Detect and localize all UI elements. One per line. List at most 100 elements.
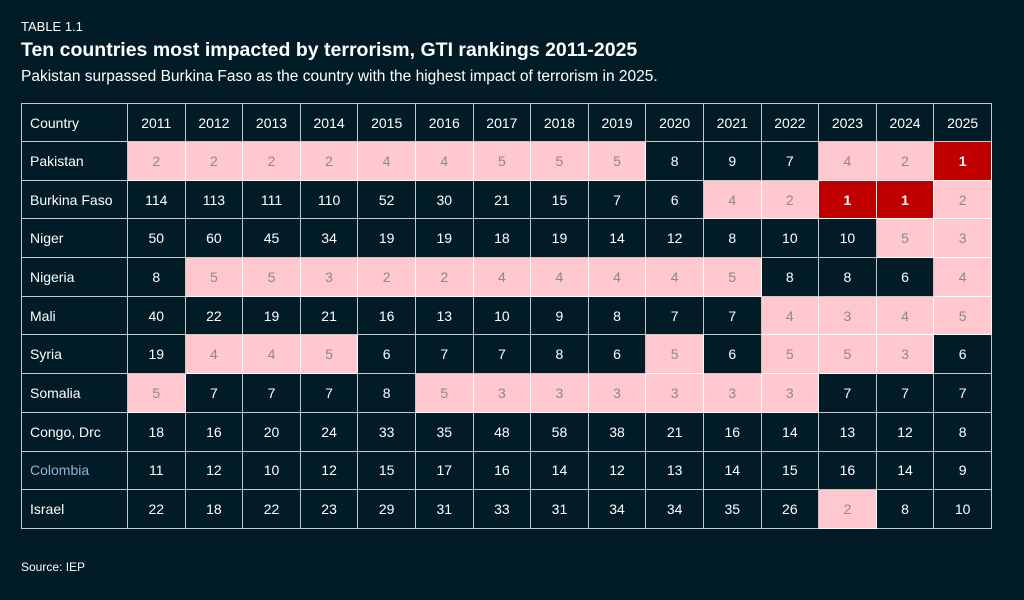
rank-cell: 3 [530, 373, 589, 413]
rank-cell: 4 [242, 334, 301, 375]
rank-cell: 19 [414, 218, 474, 259]
rank-cell: 5 [587, 141, 647, 181]
rank-cell: 4 [587, 257, 647, 297]
rank-cell: 8 [760, 257, 820, 297]
rank-cell: 16 [702, 411, 762, 452]
rank-cell: 34 [645, 489, 704, 529]
rank-cell: 3 [818, 295, 877, 336]
rank-cell: 19 [357, 218, 416, 259]
table-row: Colombia 11 12 10 12 15 17 16 14 12 13 14 15 16 14 9 [21, 450, 992, 491]
rank-cell: 18 [127, 411, 186, 452]
header-year: 2018 [530, 103, 589, 142]
rank-cell: 5 [127, 373, 186, 413]
rank-cell: 3 [702, 373, 762, 413]
rank-cell: 10 [760, 218, 820, 259]
rank-cell: 8 [530, 334, 589, 375]
header-year: 2024 [875, 103, 935, 142]
rank-cell: 58 [530, 411, 589, 452]
rank-cell: 7 [587, 179, 647, 220]
rank-cell: 13 [818, 411, 877, 452]
header-year: 2017 [472, 103, 532, 142]
rank-cell: 13 [645, 450, 704, 491]
rank-cell: 7 [760, 141, 820, 181]
rank-cell: 3 [760, 373, 820, 413]
country-name: Nigeria [21, 257, 128, 297]
header-year: 2013 [242, 103, 301, 142]
rank-cell: 4 [818, 141, 877, 181]
table-subtitle: Pakistan surpassed Burkina Faso as the c… [21, 68, 658, 85]
rank-cell: 2 [127, 141, 186, 181]
rank-cell: 6 [587, 334, 647, 375]
rank-cell: 6 [933, 334, 992, 375]
rank-cell: 4 [760, 295, 820, 336]
rank-cell: 35 [702, 489, 762, 529]
rank-cell: 5 [242, 257, 301, 297]
country-name: Niger [21, 218, 128, 259]
rank-cell: 8 [875, 489, 935, 529]
rank-cell: 4 [472, 257, 532, 297]
rank-cell: 2 [184, 141, 244, 181]
table-row: Somalia 5 7 7 7 8 5 3 3 3 3 3 3 7 7 7 [21, 373, 992, 413]
table-title: Ten countries most impacted by terrorism… [21, 39, 638, 61]
rank-cell: 12 [587, 450, 647, 491]
rank-cell: 8 [818, 257, 877, 297]
rank-cell: 14 [587, 218, 647, 259]
country-name: Burkina Faso [21, 179, 128, 220]
country-name: Mali [21, 295, 128, 336]
rank-cell: 4 [702, 179, 762, 220]
rank-cell: 12 [645, 218, 704, 259]
rank-cell: 40 [127, 295, 186, 336]
rank-cell: 31 [414, 489, 474, 529]
rank-cell: 12 [875, 411, 935, 452]
rank-cell: 7 [184, 373, 244, 413]
rank-cell: 8 [702, 218, 762, 259]
country-name: Israel [21, 489, 128, 529]
rank-cell: 10 [933, 489, 992, 529]
rank-cell: 35 [414, 411, 474, 452]
rank-cell: 1 [933, 141, 992, 181]
rank-cell: 21 [645, 411, 704, 452]
rank-cell: 7 [645, 295, 704, 336]
country-name: Syria [21, 334, 128, 375]
table-row: Burkina Faso 114 113 111 110 52 30 21 15 7 6 4 2 1 1 2 [21, 179, 992, 220]
rank-cell: 3 [645, 373, 704, 413]
table-row: Israel 22 18 22 23 29 31 33 31 34 34 35 26 2 8 10 [21, 489, 992, 529]
rank-cell: 7 [299, 373, 359, 413]
rank-cell: 6 [875, 257, 935, 297]
rank-cell: 2 [357, 257, 416, 297]
country-name: Somalia [21, 373, 128, 413]
rank-cell: 9 [933, 450, 992, 491]
rank-cell: 19 [530, 218, 589, 259]
rank-cell: 6 [357, 334, 416, 375]
rank-cell: 110 [299, 179, 359, 220]
rank-cell: 23 [299, 489, 359, 529]
rank-cell: 2 [299, 141, 359, 181]
rank-cell: 5 [299, 334, 359, 375]
rank-cell: 14 [530, 450, 589, 491]
rank-cell: 22 [242, 489, 301, 529]
header-year: 2012 [184, 103, 244, 142]
rank-cell: 2 [760, 179, 820, 220]
header-year: 2022 [760, 103, 820, 142]
rank-cell: 16 [472, 450, 532, 491]
rank-cell: 4 [414, 141, 474, 181]
rank-cell: 8 [587, 295, 647, 336]
table-row: Congo, Drc 18 16 20 24 33 35 48 58 38 21 16 14 13 12 8 [21, 411, 992, 452]
rank-cell: 34 [587, 489, 647, 529]
rank-cell: 38 [587, 411, 647, 452]
rank-cell: 2 [242, 141, 301, 181]
rank-cell: 5 [414, 373, 474, 413]
header-year: 2025 [933, 103, 992, 142]
rank-cell: 7 [933, 373, 992, 413]
rank-cell: 19 [127, 334, 186, 375]
rank-cell: 7 [702, 295, 762, 336]
rank-cell: 12 [299, 450, 359, 491]
rank-cell: 50 [127, 218, 186, 259]
rank-cell: 16 [184, 411, 244, 452]
rank-cell: 3 [299, 257, 359, 297]
rank-cell: 2 [933, 179, 992, 220]
rank-cell: 4 [645, 257, 704, 297]
rank-cell: 3 [472, 373, 532, 413]
rank-cell: 6 [702, 334, 762, 375]
rank-cell: 1 [875, 179, 935, 220]
